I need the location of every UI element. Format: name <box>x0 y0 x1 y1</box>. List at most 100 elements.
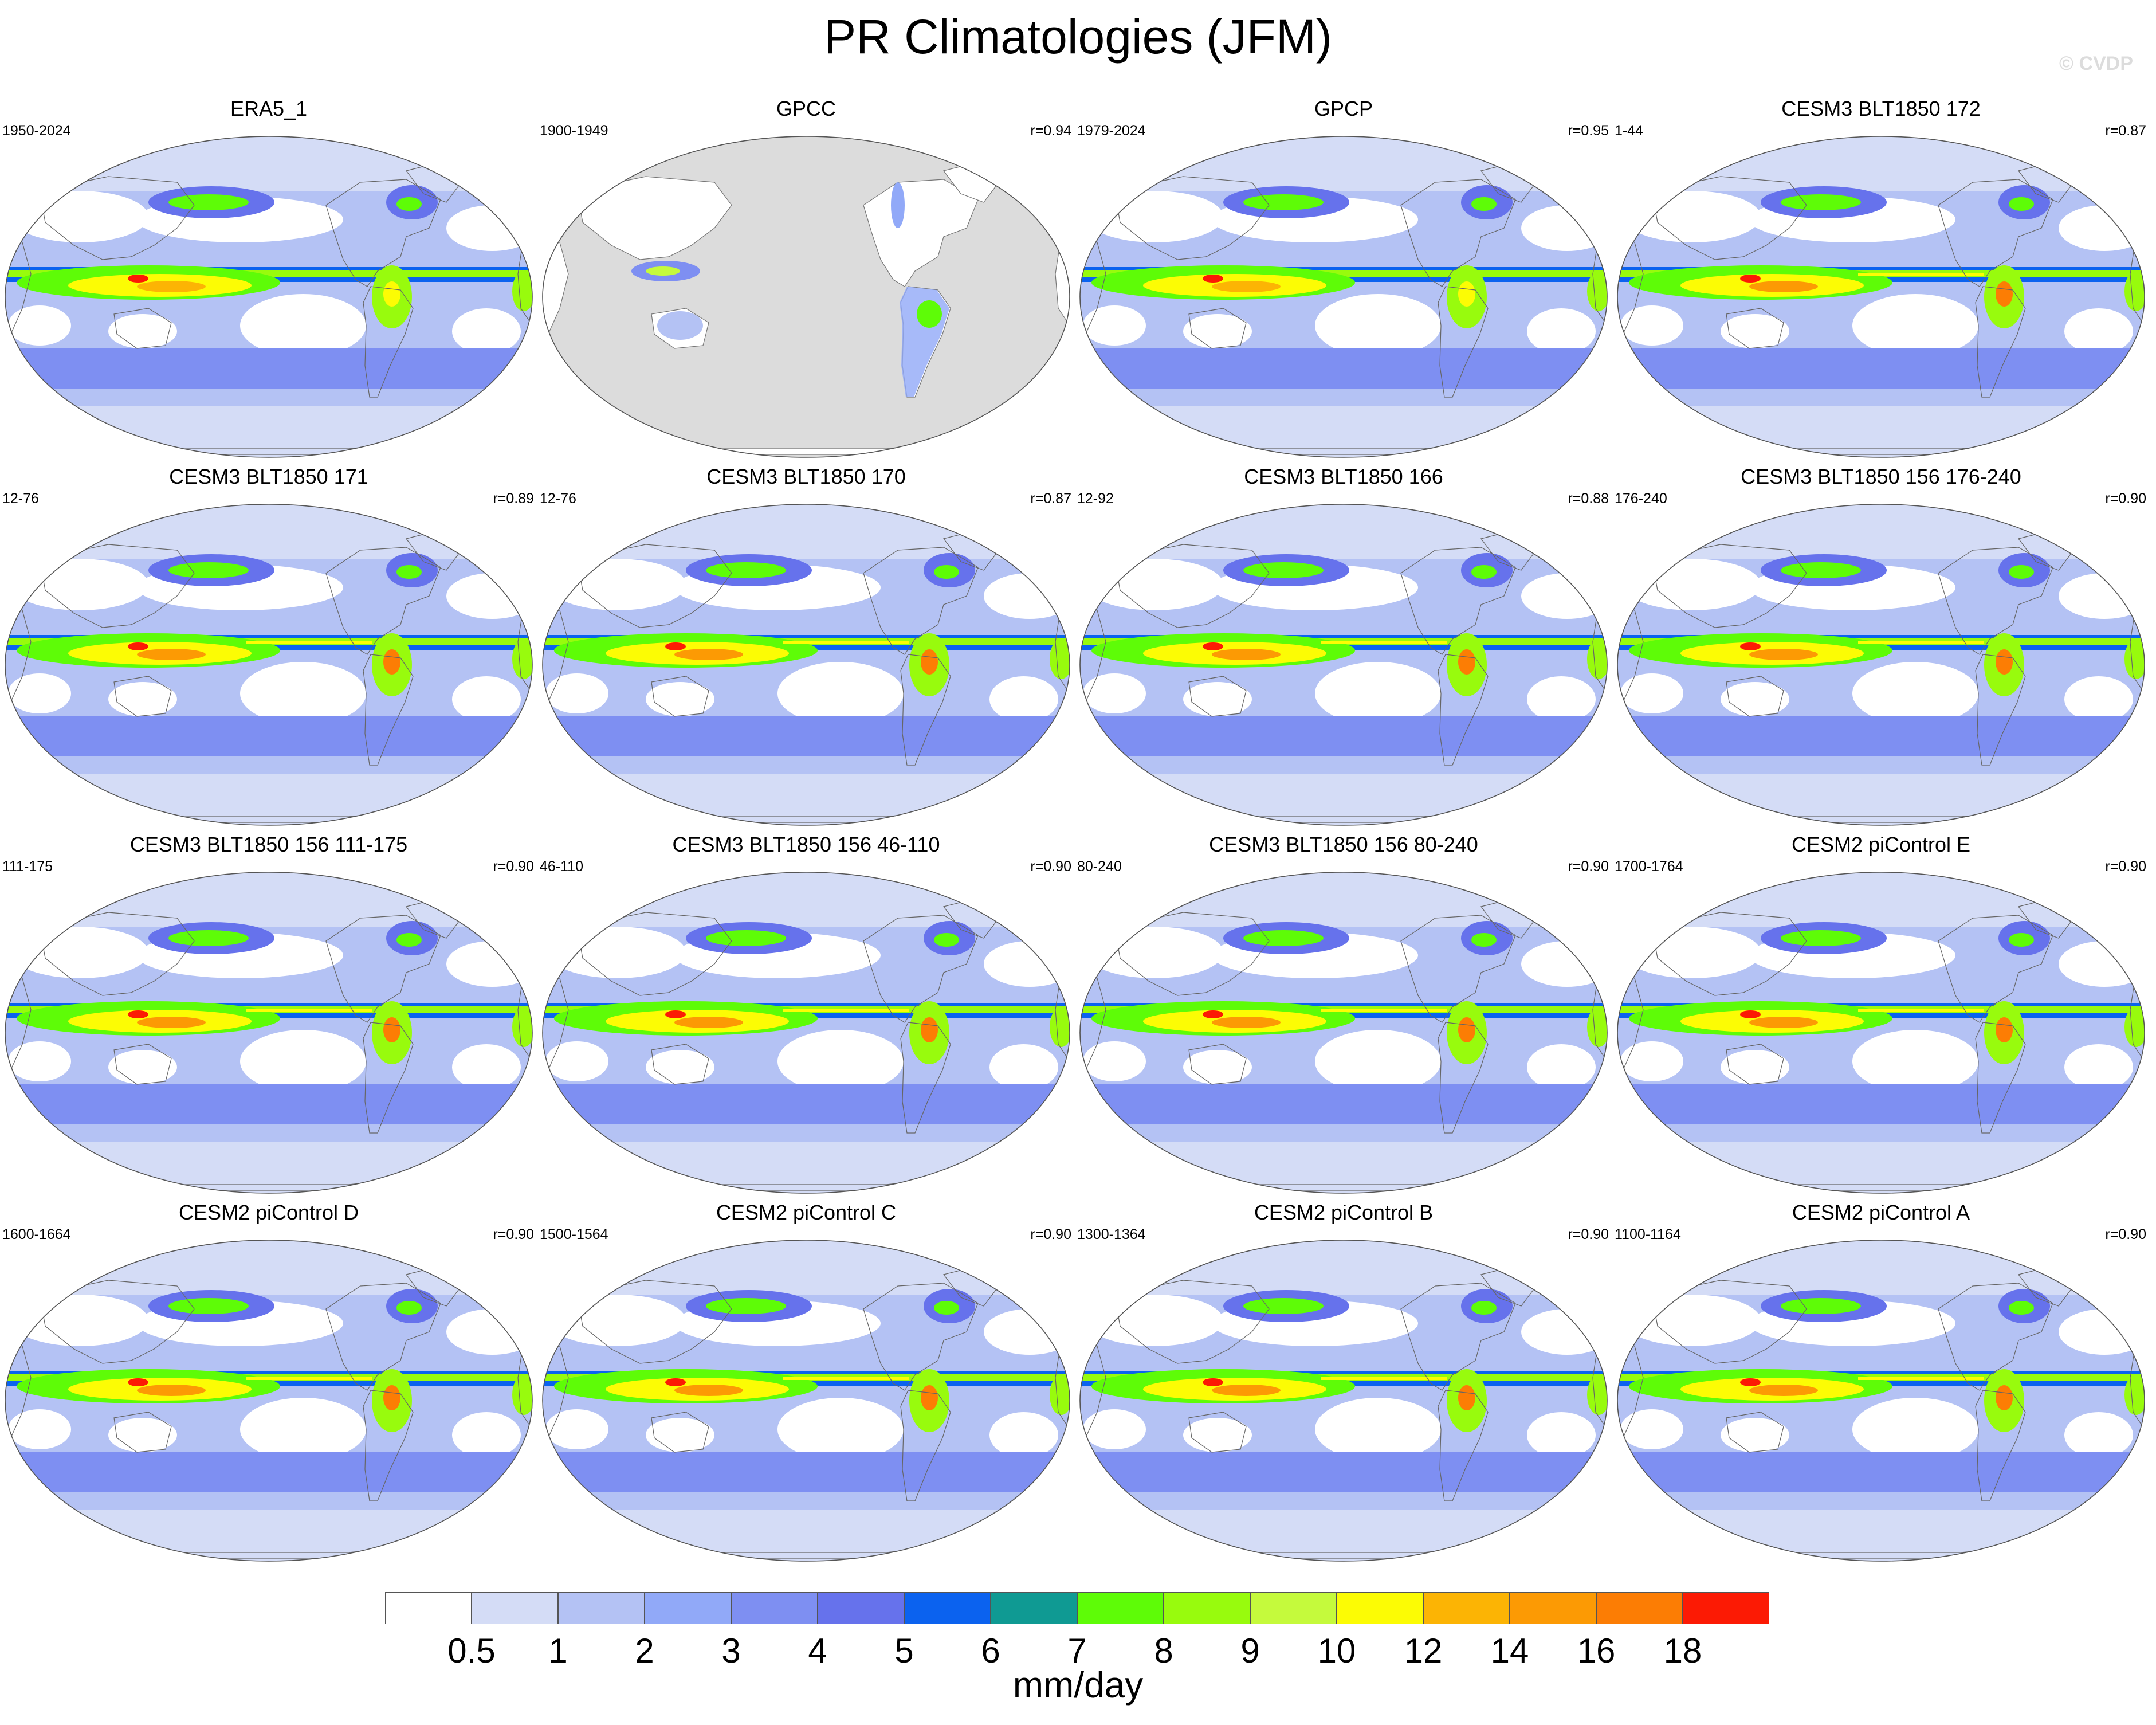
australia-dry-zone <box>1721 682 1789 716</box>
south-polar-band <box>5 406 532 457</box>
africa-rain <box>2124 1375 2145 1415</box>
panel-years: 176-240 <box>1615 491 1667 507</box>
north-atlantic-storm-core <box>396 197 422 211</box>
south-polar-band <box>5 774 532 825</box>
warm-pool-max <box>1740 275 1761 283</box>
panel-years: 1500-1564 <box>540 1226 608 1242</box>
landmass-north-america <box>1938 547 2053 655</box>
indian-ocean-dry-zone <box>1083 305 1146 346</box>
indian-ocean-dry-zone <box>545 1409 608 1449</box>
map-panel: CESM2 piControl B 1300-1364 r=0.90 <box>1075 1200 1612 1567</box>
se-pacific-dry-zone <box>1852 662 1978 725</box>
precip-map <box>1079 872 1608 1194</box>
colorbar-swatch <box>385 1592 472 1624</box>
precip-map <box>542 872 1070 1194</box>
precip-map <box>1079 504 1608 826</box>
landmass-australia <box>113 1412 172 1453</box>
colorbar-swatch <box>1337 1592 1423 1624</box>
spcz-max <box>1212 281 1281 292</box>
landmass-north-america <box>863 915 979 1023</box>
africa-rain <box>1587 271 1607 311</box>
warm-pool-max <box>1203 1010 1223 1018</box>
landmass-africa-west <box>543 1340 569 1436</box>
panel-years: 1300-1364 <box>1077 1226 1146 1242</box>
landmass-north-america <box>1400 547 1516 655</box>
double-itcz-band <box>246 641 372 644</box>
indian-ocean-dry-zone <box>1083 1409 1146 1449</box>
panel-years: 1900-1949 <box>540 123 608 139</box>
colorbar-swatch <box>731 1592 818 1624</box>
north-atlantic-storm-core <box>396 933 422 947</box>
landmass-asia <box>39 544 195 628</box>
landmass-australia <box>651 1044 709 1085</box>
colorbar-swatch <box>991 1592 1077 1624</box>
spcz-max <box>137 1385 206 1396</box>
landmass-north-america <box>325 915 441 1023</box>
panel-correlation: r=0.90 <box>1030 1226 1071 1242</box>
australia-dry-zone <box>646 1050 714 1084</box>
south-polar-band <box>543 774 1070 825</box>
landmass-south-america <box>900 654 951 766</box>
spcz-max <box>137 1017 206 1028</box>
asia-dry-zone <box>11 559 148 610</box>
se-pacific-dry-zone <box>777 1030 904 1093</box>
north-pacific-storm-core <box>168 1298 249 1314</box>
warm-pool-max <box>128 642 148 650</box>
southern-storm-track <box>5 1084 532 1124</box>
panel-years: 12-76 <box>540 491 576 507</box>
warm-pool-max <box>665 1010 686 1018</box>
indian-ocean-dry-zone <box>1620 305 1683 346</box>
panel-correlation: r=0.90 <box>493 858 534 875</box>
north-atlantic-storm-core <box>1471 933 1497 947</box>
south-atlantic-dry-zone <box>1527 676 1596 722</box>
panel-title: GPCP <box>1314 97 1373 120</box>
colorbar-swatch <box>1077 1592 1164 1624</box>
landmass-south-america <box>1975 1022 2026 1134</box>
australia-dry-zone <box>108 314 177 348</box>
north-pacific-storm-core <box>1781 930 1861 946</box>
south-atlantic-dry-zone <box>989 1044 1058 1090</box>
colorbar-swatch <box>1164 1592 1250 1624</box>
north-pacific-storm-core <box>1243 194 1324 210</box>
double-itcz-band <box>1858 641 1984 644</box>
se-pacific-dry-zone <box>1852 1398 1978 1461</box>
map-border <box>1079 1240 1608 1562</box>
se-pacific-dry-zone <box>777 1398 904 1461</box>
asia-dry-zone <box>1623 191 1761 242</box>
map-panel: CESM3 BLT1850 156 176-240 176-240 r=0.90 <box>1612 464 2150 831</box>
panel-title: CESM2 piControl E <box>1791 833 1971 856</box>
landmass-africa-west <box>543 604 569 700</box>
colorbar-tick-label: 7 <box>1067 1632 1087 1670</box>
landmass-south-america <box>900 1390 951 1501</box>
north-pacific-storm-core <box>1781 1298 1861 1314</box>
south-polar-band <box>5 1142 532 1193</box>
colorbar-tick-label: 14 <box>1490 1632 1529 1670</box>
warm-pool-max <box>128 1378 148 1386</box>
landmass-south-america <box>1975 1390 2026 1501</box>
precip-map <box>5 872 533 1194</box>
landmass-australia <box>113 308 172 349</box>
landmass-north-america <box>1938 1283 2053 1391</box>
colorbar-tick-label: 12 <box>1404 1632 1443 1670</box>
spcz-max <box>1212 1017 1281 1028</box>
colorbar-swatch <box>645 1592 731 1624</box>
panel-correlation: r=0.89 <box>493 491 534 507</box>
southern-storm-track <box>1617 716 2145 756</box>
spcz-max <box>1212 1385 1281 1396</box>
double-itcz-band <box>1858 1377 1984 1380</box>
landmass-south-america <box>363 654 414 766</box>
landmass-south-america <box>1975 654 2026 766</box>
asia-dry-zone <box>1623 1295 1761 1346</box>
landmass-australia <box>651 676 709 717</box>
spcz-max <box>1749 1385 1818 1396</box>
australia-dry-zone <box>1183 314 1252 348</box>
south-atlantic-dry-zone <box>1527 1044 1596 1090</box>
north-atlantic-storm-core <box>2009 1301 2034 1315</box>
southern-storm-track <box>5 716 532 756</box>
south-polar-band <box>543 1142 1070 1193</box>
north-atlantic-storm-core <box>1471 565 1497 579</box>
south-polar-band <box>1080 774 1607 825</box>
map-border <box>542 504 1070 826</box>
asia-dry-zone <box>11 927 148 978</box>
north-pacific-storm-core <box>1243 1298 1324 1314</box>
